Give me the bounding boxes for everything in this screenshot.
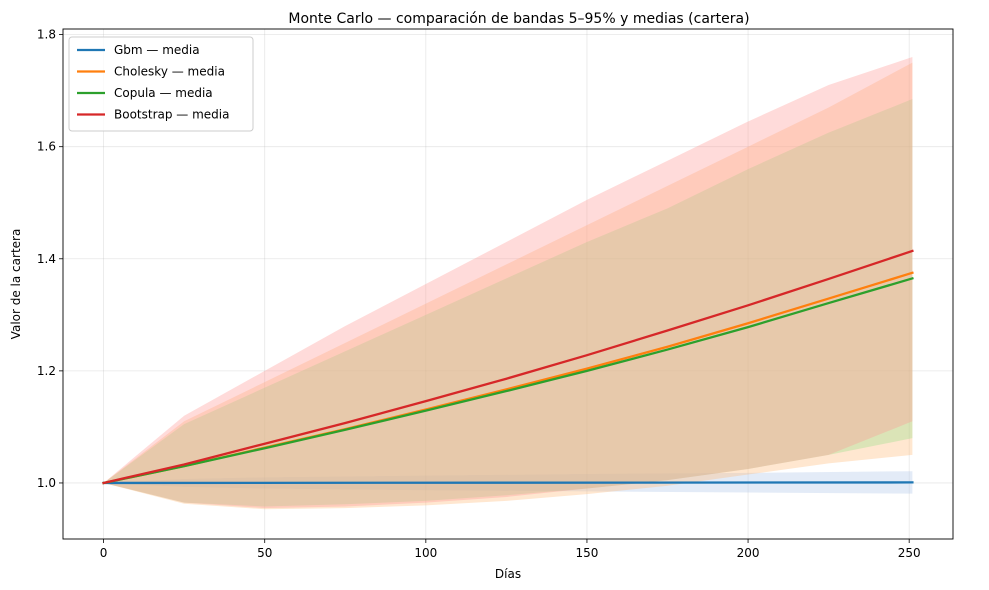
legend-label: Bootstrap — media	[114, 108, 230, 122]
mean-line-3	[102, 276, 914, 485]
y-tick-label: 1.8	[37, 28, 56, 42]
y-tick-label: 1.0	[37, 476, 56, 490]
axis-ticks: 0 50 100 150 200 250 1.0 1.2 1.4 1.6 1.8	[37, 28, 921, 560]
legend-label: Copula — media	[114, 86, 213, 100]
legend-box	[68, 36, 254, 132]
chart-title: Monte Carlo — comparación de bandas 5–95…	[288, 11, 749, 27]
x-tick-label: 250	[898, 546, 921, 560]
x-tick-label: 100	[414, 546, 437, 560]
x-tick-label: 0	[100, 546, 108, 560]
confidence-bands	[103, 57, 913, 510]
band-4	[103, 57, 913, 509]
y-axis-label: Valor de la cartera	[9, 229, 23, 340]
x-tick-label: 50	[257, 546, 272, 560]
mean-line-4	[102, 249, 914, 485]
x-axis-label: Días	[495, 567, 521, 581]
band-3	[103, 99, 913, 507]
x-tick-label: 200	[737, 546, 760, 560]
plot-frame	[62, 28, 954, 540]
band-2	[103, 62, 913, 510]
legend-label: Cholesky — media	[114, 65, 225, 79]
y-tick-label: 1.2	[37, 364, 56, 378]
y-tick-label: 1.4	[37, 252, 56, 266]
x-tick-label: 150	[575, 546, 598, 560]
mean-line-1	[102, 481, 914, 485]
y-tick-label: 1.6	[37, 140, 56, 154]
legend: Gbm — media Cholesky — media Copula — medi…	[68, 36, 254, 132]
legend-label: Gbm — media	[114, 43, 200, 57]
mean-lines	[102, 249, 914, 485]
